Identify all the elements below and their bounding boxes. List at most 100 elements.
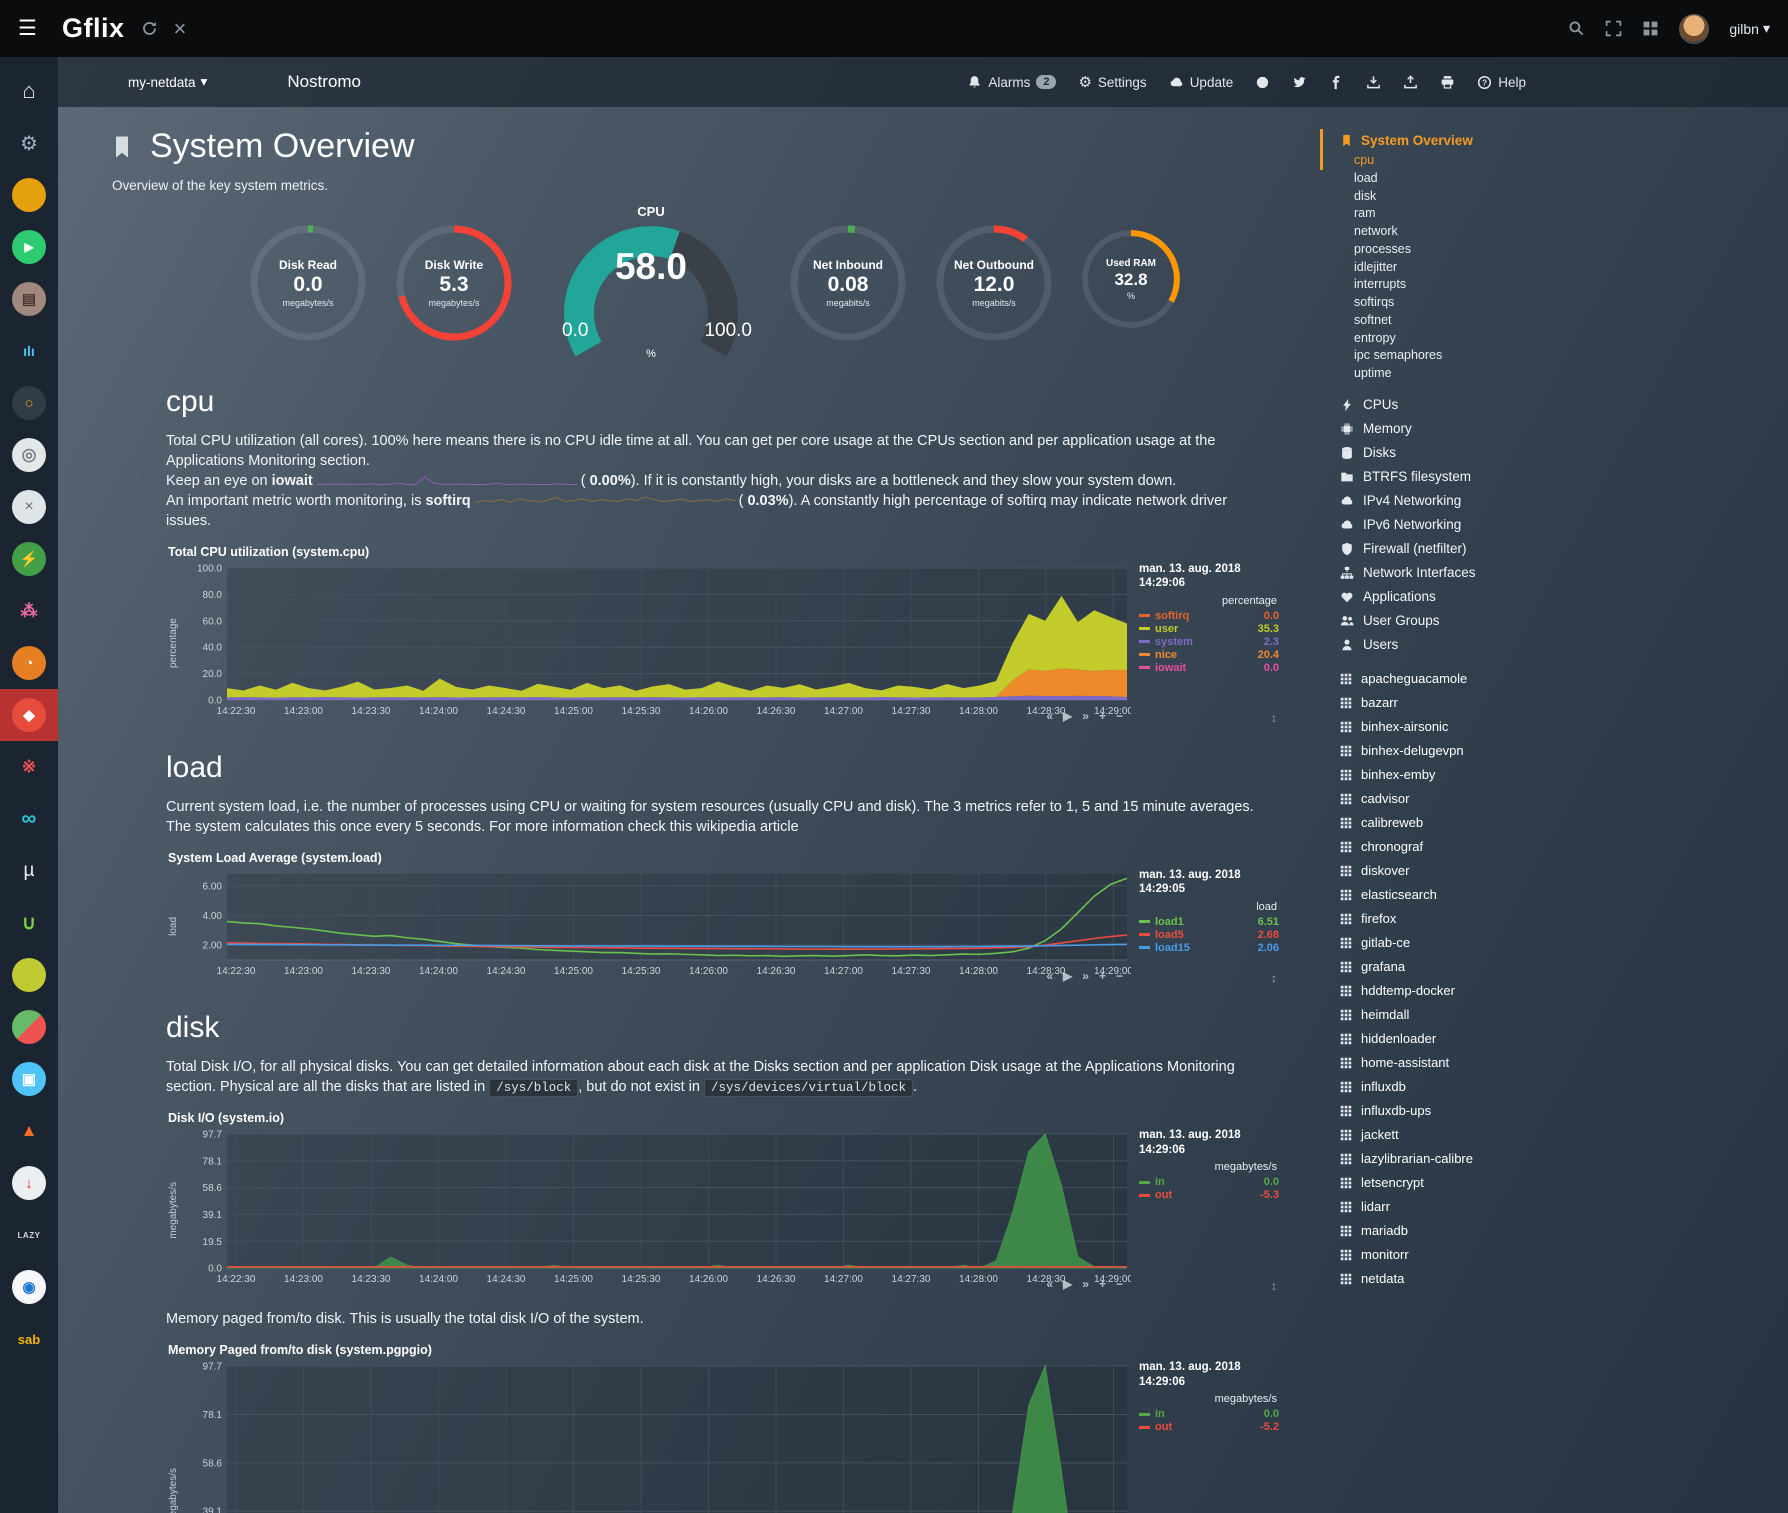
menu-sub-load[interactable]: load: [1354, 170, 1378, 185]
menu-app-gitlab-ce[interactable]: gitlab-ce: [1320, 931, 1788, 955]
menu-sub-uptime[interactable]: uptime: [1354, 366, 1392, 380]
legend-row[interactable]: in 0.0: [1139, 1176, 1279, 1188]
legend-row[interactable]: system 2.3: [1139, 636, 1279, 648]
menu-app-influxdb-ups[interactable]: influxdb-ups: [1320, 1099, 1788, 1123]
app-shortcut-11[interactable]: ⁂: [0, 585, 58, 637]
menu-app-jackett[interactable]: jackett: [1320, 1123, 1788, 1147]
user-avatar[interactable]: [1679, 13, 1710, 44]
menu-user-groups[interactable]: User Groups: [1320, 609, 1788, 633]
menu-app-netdata[interactable]: netdata: [1320, 1267, 1788, 1291]
menu-sub-softirqs[interactable]: softirqs: [1354, 295, 1395, 309]
app-shortcut-4[interactable]: ▶: [0, 221, 58, 273]
menu-app-elasticsearch[interactable]: elasticsearch: [1320, 883, 1788, 907]
app-shortcut-21[interactable]: ▲: [0, 1105, 58, 1157]
app-home[interactable]: ⌂: [0, 65, 58, 117]
app-shortcut-5[interactable]: ▤: [0, 273, 58, 325]
hamburger-menu-icon[interactable]: ☰: [18, 17, 37, 40]
legend-row[interactable]: load1 6.51: [1139, 916, 1279, 928]
menu-app-binhex-emby[interactable]: binhex-emby: [1320, 763, 1788, 787]
chart-zoom-in-button[interactable]: +: [1098, 709, 1106, 723]
github-link[interactable]: [1255, 75, 1270, 90]
chart-zoom-out-button[interactable]: −: [1115, 1277, 1123, 1292]
menu-system-overview[interactable]: System Overview: [1320, 129, 1788, 152]
app-shortcut-13-active[interactable]: ◆: [0, 689, 58, 741]
update-button[interactable]: Update: [1169, 75, 1233, 90]
menu-sub-softnet[interactable]: softnet: [1354, 312, 1392, 327]
menu-app-home-assistant[interactable]: home-assistant: [1320, 1051, 1788, 1075]
disk-write-gauge[interactable]: Disk Write 5.3 megabytes/s: [394, 223, 514, 343]
twitter-link[interactable]: [1292, 75, 1307, 90]
legend-row[interactable]: in 0.0: [1139, 1408, 1279, 1420]
menu-ipv6[interactable]: IPv6 Networking: [1320, 513, 1788, 537]
menu-ipv4[interactable]: IPv4 Networking: [1320, 489, 1788, 513]
chart-resize-handle[interactable]: ↕: [1271, 971, 1277, 985]
chart-rewind-button[interactable]: «: [1046, 709, 1054, 723]
menu-app-heimdall[interactable]: heimdall: [1320, 1003, 1788, 1027]
host-dropdown[interactable]: my-netdata ▾: [128, 74, 207, 90]
app-shortcut-12[interactable]: ◔: [0, 637, 58, 689]
menu-app-mariadb[interactable]: mariadb: [1320, 1219, 1788, 1243]
menu-users[interactable]: Users: [1320, 633, 1788, 657]
app-shortcut-25[interactable]: sab: [0, 1313, 58, 1365]
menu-app-chronograf[interactable]: chronograf: [1320, 835, 1788, 859]
menu-app-lazylibrarian-calibre[interactable]: lazylibrarian-calibre: [1320, 1147, 1788, 1171]
chart-forward-button[interactable]: »: [1082, 709, 1089, 723]
net-outbound-gauge[interactable]: Net Outbound 12.0 megabits/s: [934, 223, 1054, 343]
chart-resize-handle[interactable]: ↕: [1271, 711, 1277, 725]
app-shortcut-7[interactable]: ○: [0, 377, 58, 429]
legend-row[interactable]: out -5.3: [1139, 1189, 1279, 1201]
legend-row[interactable]: softirq 0.0: [1139, 610, 1279, 622]
app-shortcut-17[interactable]: ∪: [0, 897, 58, 949]
legend-row[interactable]: load15 2.06: [1139, 942, 1279, 954]
user-menu[interactable]: gilbn ▾: [1729, 20, 1770, 37]
apps-grid-icon[interactable]: [1642, 20, 1659, 37]
menu-app-cadvisor[interactable]: cadvisor: [1320, 787, 1788, 811]
import-button[interactable]: [1366, 75, 1381, 90]
menu-sub-disk[interactable]: disk: [1354, 188, 1377, 203]
app-settings[interactable]: ⚙: [0, 117, 58, 169]
cpu-chart-plot[interactable]: 0.0 20.0 40.0 60.0 80.0 100.0 14:22:30 14:23:00…: [181, 562, 1133, 720]
app-shortcut-16[interactable]: µ: [0, 845, 58, 897]
print-button[interactable]: [1440, 75, 1455, 90]
menu-app-hddtemp-docker[interactable]: hddtemp-docker: [1320, 979, 1788, 1003]
menu-app-firefox[interactable]: firefox: [1320, 907, 1788, 931]
refresh-icon[interactable]: [141, 20, 158, 37]
legend-row[interactable]: load5 2.68: [1139, 929, 1279, 941]
chart-rewind-button[interactable]: «: [1046, 969, 1054, 983]
chart-zoom-in-button[interactable]: +: [1098, 1277, 1106, 1292]
load-chart-plot[interactable]: 2.00 4.00 6.00 14:22:30 14:23:00 14:23:30 14:2…: [181, 868, 1133, 980]
app-shortcut-20[interactable]: ▣: [0, 1053, 58, 1105]
chart-forward-button[interactable]: »: [1082, 1277, 1089, 1292]
legend-row[interactable]: iowait 0.0: [1139, 662, 1279, 674]
app-shortcut-8[interactable]: ◎: [0, 429, 58, 481]
chart-play-button[interactable]: ▶: [1063, 969, 1073, 983]
search-icon[interactable]: [1568, 20, 1585, 37]
menu-app-influxdb[interactable]: influxdb: [1320, 1075, 1788, 1099]
legend-row[interactable]: user 35.3: [1139, 623, 1279, 635]
app-shortcut-6[interactable]: ılı: [0, 325, 58, 377]
disk-chart-plot[interactable]: 97.7 78.1 58.6 39.1 19.5 0.014:22:30 14:23:00 1…: [181, 1128, 1134, 1288]
menu-network-interfaces[interactable]: Network Interfaces: [1320, 561, 1788, 585]
menu-app-letsencrypt[interactable]: letsencrypt: [1320, 1171, 1788, 1195]
fullscreen-icon[interactable]: [1605, 20, 1622, 37]
app-shortcut-23[interactable]: LAZY: [0, 1209, 58, 1261]
menu-app-calibreweb[interactable]: calibreweb: [1320, 811, 1788, 835]
menu-app-monitorr[interactable]: monitorr: [1320, 1243, 1788, 1267]
used-ram-gauge[interactable]: Used RAM 32.8%: [1080, 228, 1182, 330]
menu-sub-cpu[interactable]: cpu: [1320, 152, 1788, 170]
alarms-button[interactable]: Alarms 2: [967, 75, 1057, 90]
close-icon[interactable]: ×: [173, 15, 187, 41]
disk-read-gauge[interactable]: Disk Read 0.0 megabytes/s: [248, 223, 368, 343]
menu-firewall[interactable]: Firewall (netfilter): [1320, 537, 1788, 561]
menu-applications[interactable]: Applications: [1320, 585, 1788, 609]
menu-app-bazarr[interactable]: bazarr: [1320, 691, 1788, 715]
app-shortcut-24[interactable]: ◉: [0, 1261, 58, 1313]
chart-zoom-out-button[interactable]: −: [1115, 969, 1123, 983]
menu-sub-entropy[interactable]: entropy: [1354, 330, 1396, 345]
help-button[interactable]: Help: [1477, 75, 1526, 90]
app-shortcut-3[interactable]: [0, 169, 58, 221]
menu-app-hiddenloader[interactable]: hiddenloader: [1320, 1027, 1788, 1051]
menu-disks[interactable]: Disks: [1320, 441, 1788, 465]
app-shortcut-19[interactable]: ●: [0, 1001, 58, 1053]
menu-cpus[interactable]: CPUs: [1320, 393, 1788, 417]
